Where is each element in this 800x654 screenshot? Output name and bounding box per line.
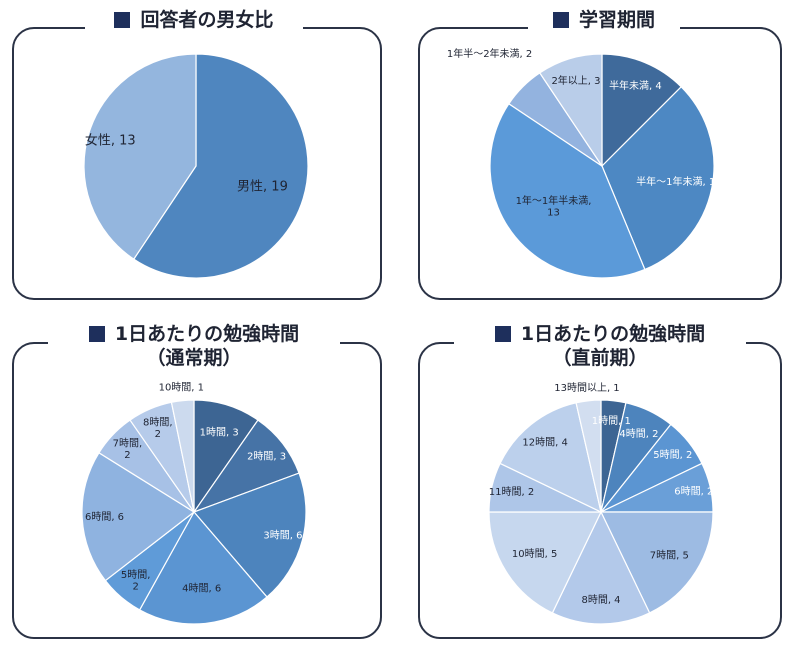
title-square-icon: [552, 12, 569, 28]
pie-slice: [575, 399, 602, 513]
slice-data-label: 半年未満, 4: [609, 79, 662, 92]
pie-slice: [601, 85, 715, 271]
pie-slice: [600, 511, 714, 614]
pie-slice: [538, 53, 603, 168]
slice-data-label: 7時間, 2: [113, 438, 143, 462]
slice-data-label: 12時間, 4: [522, 436, 567, 448]
slice-data-label: 8時間, 4: [581, 594, 620, 606]
slice-data-label: 6時間, 6: [85, 511, 124, 523]
slice-data-label: 1時間, 3: [200, 426, 239, 438]
pie-slice: [138, 510, 268, 625]
pie-chart-gender: 男性, 19 女性, 13: [83, 53, 309, 279]
slice-data-label: 8時間, 2: [143, 417, 173, 441]
slice-data-label: 10時間, 1: [159, 382, 204, 394]
slice-data-label: 5時間, 2: [121, 569, 151, 593]
chart-title-daily-exam: 1日あたりの勉強時間 （直前期）: [454, 322, 746, 370]
title-square-icon: [494, 326, 511, 342]
chart-title-study-period: 学習期間: [528, 8, 680, 32]
title-square-icon: [114, 12, 131, 28]
pie-slice: [499, 402, 602, 514]
pie-slice: [489, 102, 646, 279]
chart-title-daily-normal: 1日あたりの勉強時間 （通常期）: [48, 322, 340, 370]
title-square-icon: [88, 326, 105, 342]
slice-data-label: 13時間以上, 1: [554, 382, 619, 394]
slice-data-label: 1年～1年半未満, 13: [516, 194, 592, 219]
slice-data-label: 3時間, 6: [263, 530, 302, 542]
slice-data-label: 1時間, 1: [592, 415, 631, 427]
pie-slice: [551, 510, 651, 625]
pie-slice: [192, 472, 307, 598]
slice-data-label: 女性, 13: [85, 133, 136, 149]
slice-data-label: 6時間, 2: [674, 485, 713, 497]
pie-slice: [488, 511, 602, 614]
pie-slice: [83, 53, 197, 260]
chart-title-gender: 回答者の男女比: [85, 8, 303, 32]
slice-data-label: 男性, 19: [237, 180, 288, 195]
slice-data-label: 4時間, 6: [182, 582, 221, 594]
slice-data-label: 10時間, 5: [512, 548, 557, 560]
slice-data-label: 4時間, 2: [619, 428, 658, 440]
slice-data-label: 5時間, 2: [653, 449, 692, 461]
slice-data-label: 11時間, 2: [489, 486, 534, 498]
pie-chart-daily-normal: 1時間, 3 2時間, 3 3時間, 6 4時間, 6 5時間, 2 6時間, 6 7時間, 2…: [81, 382, 307, 625]
slice-data-label: 半年～1年未満, 10: [636, 175, 721, 188]
slice-data-label: 1年半～2年未満, 2: [447, 47, 532, 60]
pie-slice: [601, 53, 683, 168]
slice-data-label: 2時間, 3: [247, 450, 286, 462]
pie-slice: [81, 451, 196, 582]
slice-data-label: 2年以上, 3: [551, 74, 600, 87]
pie-slice: [132, 53, 309, 279]
pie-chart-study-period: 半年未満, 4 半年～1年未満, 10 1年～1年半未満, 13 1年半～2年未満, 2…: [447, 47, 722, 279]
pie-slice: [170, 399, 195, 513]
slice-data-label: 7時間, 5: [650, 549, 689, 561]
